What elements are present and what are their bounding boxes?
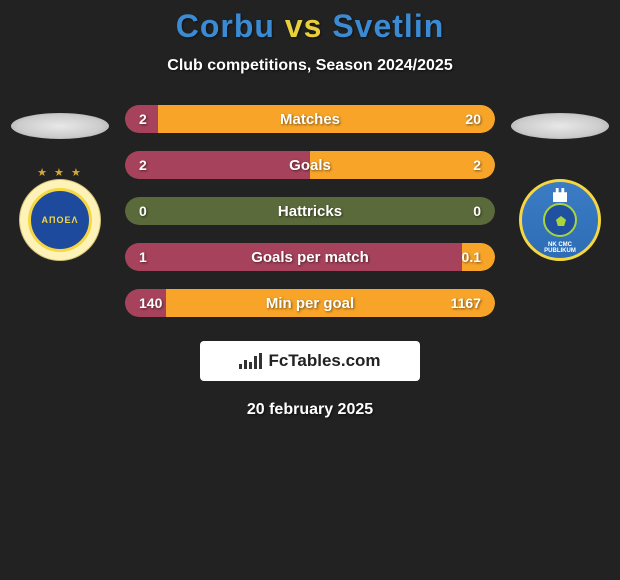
footer-brand-text: FcTables.com bbox=[268, 351, 380, 371]
stat-label: Goals bbox=[125, 157, 495, 174]
left-column: ★ ★ ★ ΑΠΟΕΛ bbox=[5, 105, 115, 261]
player2-avatar-placeholder bbox=[511, 113, 609, 139]
club-left-text: ΑΠΟΕΛ bbox=[41, 215, 78, 225]
subtitle: Club competitions, Season 2024/2025 bbox=[0, 57, 620, 75]
stat-bar: 140Min per goal1167 bbox=[125, 289, 495, 317]
club-right-logo: NK CMCPUBLIKUM bbox=[519, 179, 601, 261]
stat-right-value: 20 bbox=[465, 111, 481, 127]
stat-bar: 2Matches20 bbox=[125, 105, 495, 133]
club-right-text: NK CMCPUBLIKUM bbox=[544, 242, 576, 254]
stat-right-value: 0.1 bbox=[462, 249, 481, 265]
page-title: Corbu vs Svetlin bbox=[0, 8, 620, 45]
stat-right-value: 1167 bbox=[451, 295, 481, 311]
chart-icon bbox=[239, 353, 262, 369]
stat-label: Goals per match bbox=[125, 249, 495, 266]
stats-column: 2Matches202Goals20Hattricks01Goals per m… bbox=[115, 105, 505, 317]
stat-label: Hattricks bbox=[125, 203, 495, 220]
ball-icon bbox=[543, 203, 577, 237]
comparison-card: Corbu vs Svetlin Club competitions, Seas… bbox=[0, 0, 620, 419]
stat-label: Matches bbox=[125, 111, 495, 128]
player2-name: Svetlin bbox=[332, 8, 444, 44]
castle-icon bbox=[553, 188, 567, 202]
vs-label: vs bbox=[285, 8, 323, 44]
stars-icon: ★ ★ ★ bbox=[20, 166, 100, 179]
player1-avatar-placeholder bbox=[11, 113, 109, 139]
main-area: ★ ★ ★ ΑΠΟΕΛ 2Matches202Goals20Hattricks0… bbox=[0, 105, 620, 317]
date-label: 20 february 2025 bbox=[0, 401, 620, 419]
stat-right-value: 0 bbox=[473, 203, 481, 219]
stat-label: Min per goal bbox=[125, 295, 495, 312]
right-column: NK CMCPUBLIKUM bbox=[505, 105, 615, 261]
stat-right-value: 2 bbox=[473, 157, 481, 173]
stat-bar: 2Goals2 bbox=[125, 151, 495, 179]
club-left-logo: ★ ★ ★ ΑΠΟΕΛ bbox=[19, 179, 101, 261]
stat-bar: 1Goals per match0.1 bbox=[125, 243, 495, 271]
stat-bar: 0Hattricks0 bbox=[125, 197, 495, 225]
footer-brand[interactable]: FcTables.com bbox=[200, 341, 420, 381]
club-left-badge: ΑΠΟΕΛ bbox=[28, 188, 92, 252]
player1-name: Corbu bbox=[176, 8, 275, 44]
